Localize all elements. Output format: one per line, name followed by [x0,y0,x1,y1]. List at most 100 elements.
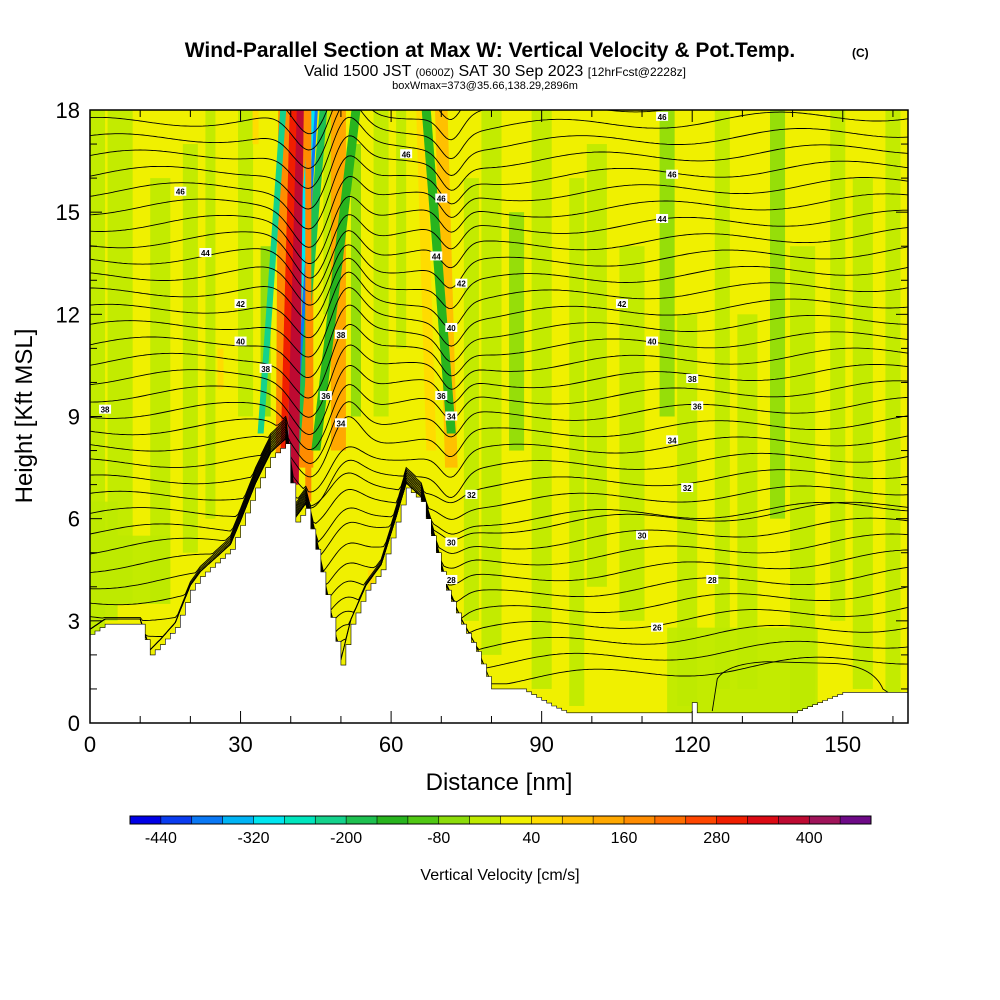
theta-contour-line [90,435,908,622]
contour-label: 42 [455,278,468,289]
contour-label: 36 [319,391,332,401]
contour-label-text: 46 [658,113,667,122]
downdraft-band [257,110,287,434]
velocity-streak [885,110,901,723]
theta-contour-line [90,344,908,418]
contour-label-text: 36 [437,392,446,401]
subtitle-zulu: (0600Z) [415,67,454,79]
subtitle-valid-time: Valid 1500 JST [304,63,412,80]
theta-contour-line [90,227,908,292]
colorbar-tick-label: 400 [796,830,823,847]
contour-label: 28 [706,574,719,585]
theta-contour-line [90,324,908,399]
contour-label-box [435,391,448,401]
y-axis-label: Height [Kft MSL] [11,329,38,504]
theta-contour-line [90,287,908,358]
colorbar-swatch [222,816,254,824]
contour-label-text: 44 [201,249,210,258]
theta-contour-line [90,304,908,379]
colorbar-swatch [160,816,193,824]
colorbar-swatch [593,816,625,824]
contour-label: 44 [199,248,212,258]
colorbar-tick-label: 160 [611,830,638,847]
theta-contour-line [90,425,908,524]
colorbar-swatch [562,816,594,824]
contour-label: 38 [259,363,272,374]
theta-contour-line [90,432,908,590]
y-tick-label: 6 [68,507,80,532]
velocity-patch [252,110,259,145]
contour-label: 46 [400,149,413,159]
contour-label-box [174,186,187,196]
theta-contour-line [90,257,908,321]
contour-label-text: 30 [638,532,647,541]
theta-contour-line [90,176,908,248]
colorbar-swatch [531,816,563,824]
theta-contours [90,110,908,712]
colorbar-swatch [654,816,687,824]
contour-label-box [199,248,212,258]
contour-label-box [656,213,669,223]
colorbar-swatch [346,816,378,824]
theta-contour-line [90,422,908,509]
contour-label: 34 [445,411,458,422]
contour-label-text: 40 [648,338,657,347]
contour-label: 36 [435,391,448,401]
contour-label-text: 36 [321,392,330,401]
colorbar-swatch [624,816,656,824]
colorbar-tick-label: -440 [145,830,177,847]
colorbar-swatch [438,816,471,824]
contour-label-box [334,418,347,428]
contour-label: 40 [234,336,247,347]
theta-contour-line [90,396,908,464]
y-tick-label: 12 [56,302,80,327]
velocity-streak [714,110,730,689]
contour-label: 40 [445,322,458,333]
velocity-streak [569,178,585,706]
contour-label: 38 [99,404,112,415]
contour-label-text: 26 [653,624,662,633]
colorbar-swatch [840,816,872,824]
velocity-streak [238,110,254,417]
contour-label-box [666,169,679,179]
contour-label-text: 46 [402,150,411,159]
colorbar-tick-label: 280 [703,830,730,847]
contour-label-text: 32 [683,484,692,493]
contour-label-box [445,411,458,421]
contour-label-box [234,299,247,309]
contour-label-text: 32 [467,491,476,500]
contour-label: 32 [465,489,478,500]
contour-label-box [686,374,699,384]
contour-label-text: 38 [336,331,345,340]
colorbar-swatch [778,816,810,824]
contour-label: 34 [666,435,679,445]
colorbar-swatch [284,816,316,824]
contour-label-text: 40 [447,324,456,333]
x-tick-label: 90 [529,732,553,757]
contour-label: 46 [656,111,669,122]
contour-label-box [681,483,694,493]
contour-label: 38 [334,329,347,340]
colorbar [129,815,872,825]
colorbar-label: Vertical Velocity [cm/s] [420,867,579,884]
chart-title: Wind-Parallel Section at Max W: Vertical… [185,39,796,62]
contour-label-box [666,435,679,445]
colorbar-swatch [191,816,224,824]
updraft-band [416,110,437,451]
colorbar-swatch [809,816,841,824]
contour-label-box [259,363,272,373]
theta-contour-line [90,430,908,573]
colorbar-swatch [130,816,162,824]
x-tick-label: 150 [824,732,861,757]
contour-label: 26 [651,622,664,633]
theta-contour-line [90,429,908,556]
contour-label: 34 [334,418,347,428]
y-tick-label: 9 [68,405,80,430]
theta-contour-line [90,110,667,151]
copyright-mark: (C) [852,46,869,60]
theta-contour-line [711,661,889,712]
y-tick-label: 0 [68,711,80,736]
contour-label: 32 [681,483,694,493]
velocity-streak [659,110,675,417]
